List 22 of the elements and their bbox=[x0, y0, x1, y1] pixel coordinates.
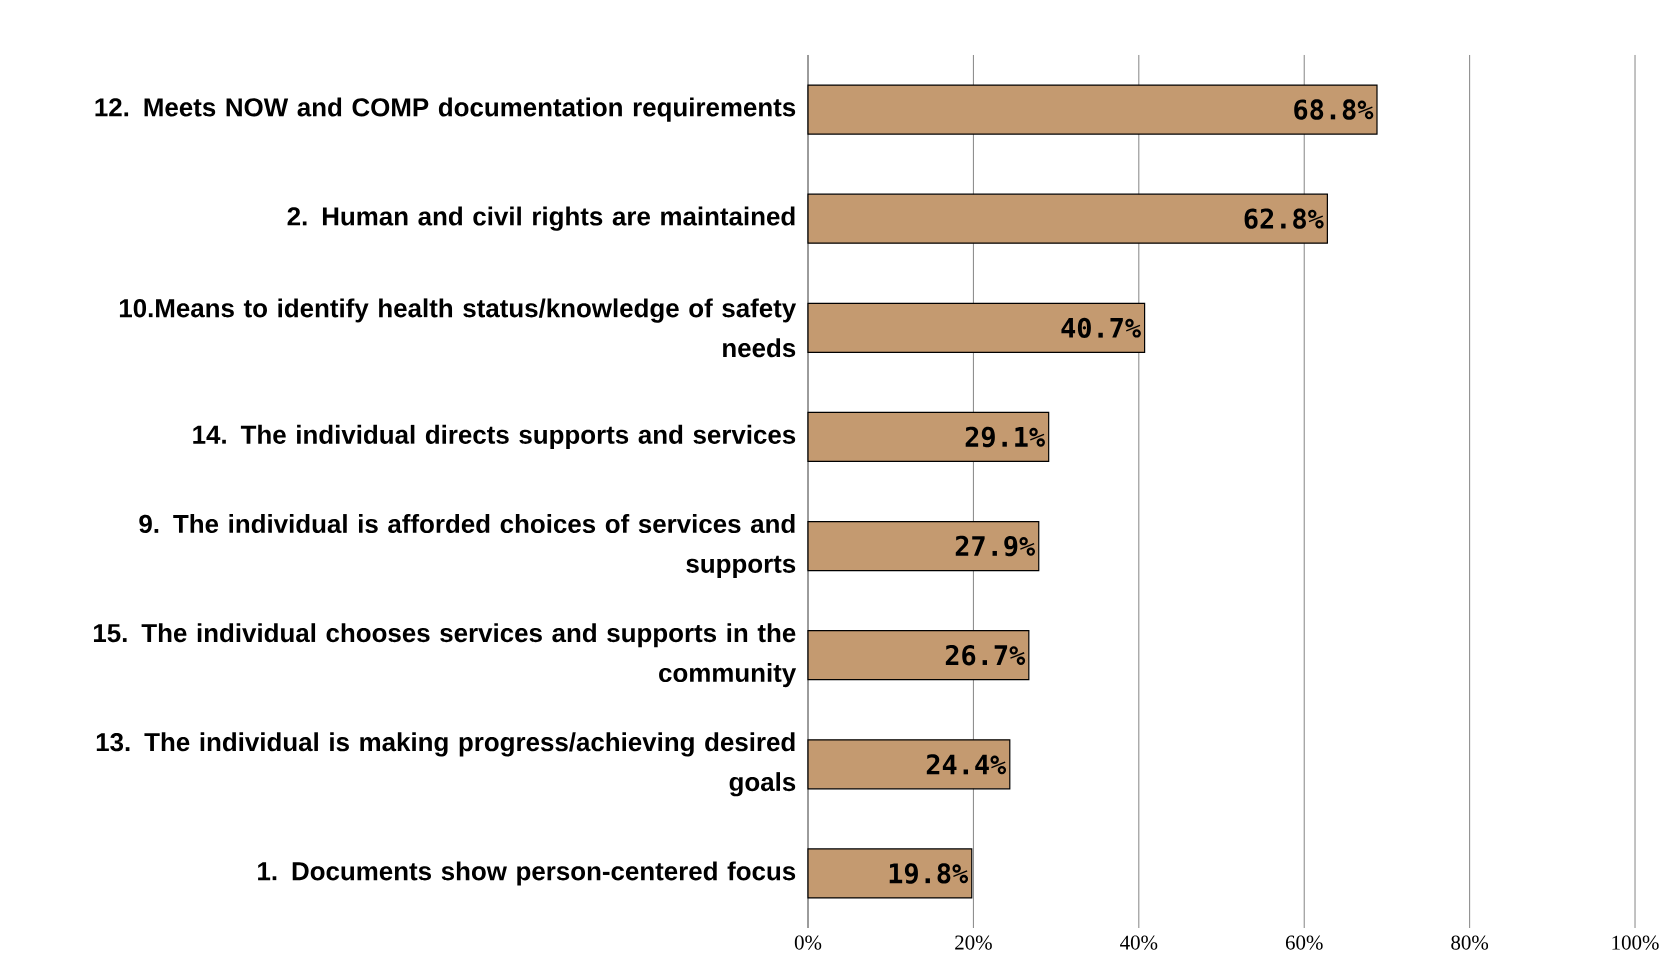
y-tick-label: 9. The individual is afforded choices of services and supports bbox=[139, 514, 796, 579]
x-tick-label: 80% bbox=[1451, 935, 1489, 950]
data-label: 19.8% bbox=[889, 863, 969, 884]
y-tick-label: 2. Human and civil rights are maintained bbox=[287, 206, 795, 231]
y-tick-label: 1. Documents show person-centered focus bbox=[258, 861, 796, 886]
y-tick-label: 10.Means to identify health status/knowledge of safety needs bbox=[119, 298, 797, 358]
data-label: 29.1% bbox=[965, 426, 1045, 448]
data-label: 24.4% bbox=[926, 754, 1007, 775]
y-tick-label: 15. The individual chooses services and supports in the community bbox=[93, 623, 797, 688]
data-label: 62.8% bbox=[1244, 208, 1324, 229]
y-tick-label: 12. Meets NOW and COMP documentation requirements bbox=[95, 97, 796, 122]
data-label: 26.7% bbox=[945, 645, 1026, 666]
data-label: 68.8% bbox=[1294, 99, 1374, 120]
x-tick-label: 40% bbox=[1120, 935, 1158, 950]
x-tick-label: 0% bbox=[794, 935, 822, 950]
y-tick-label: 14. The individual directs supports and services bbox=[193, 424, 796, 450]
data-label: 40.7% bbox=[1061, 317, 1141, 338]
data-label: 27.9% bbox=[955, 535, 1036, 557]
x-tick-label: 20% bbox=[955, 935, 992, 950]
x-tick-label: 100% bbox=[1612, 935, 1659, 950]
x-tick-label: 60% bbox=[1285, 935, 1323, 950]
y-tick-label: 13. The individual is making progress/achieving desired goals bbox=[96, 732, 796, 797]
